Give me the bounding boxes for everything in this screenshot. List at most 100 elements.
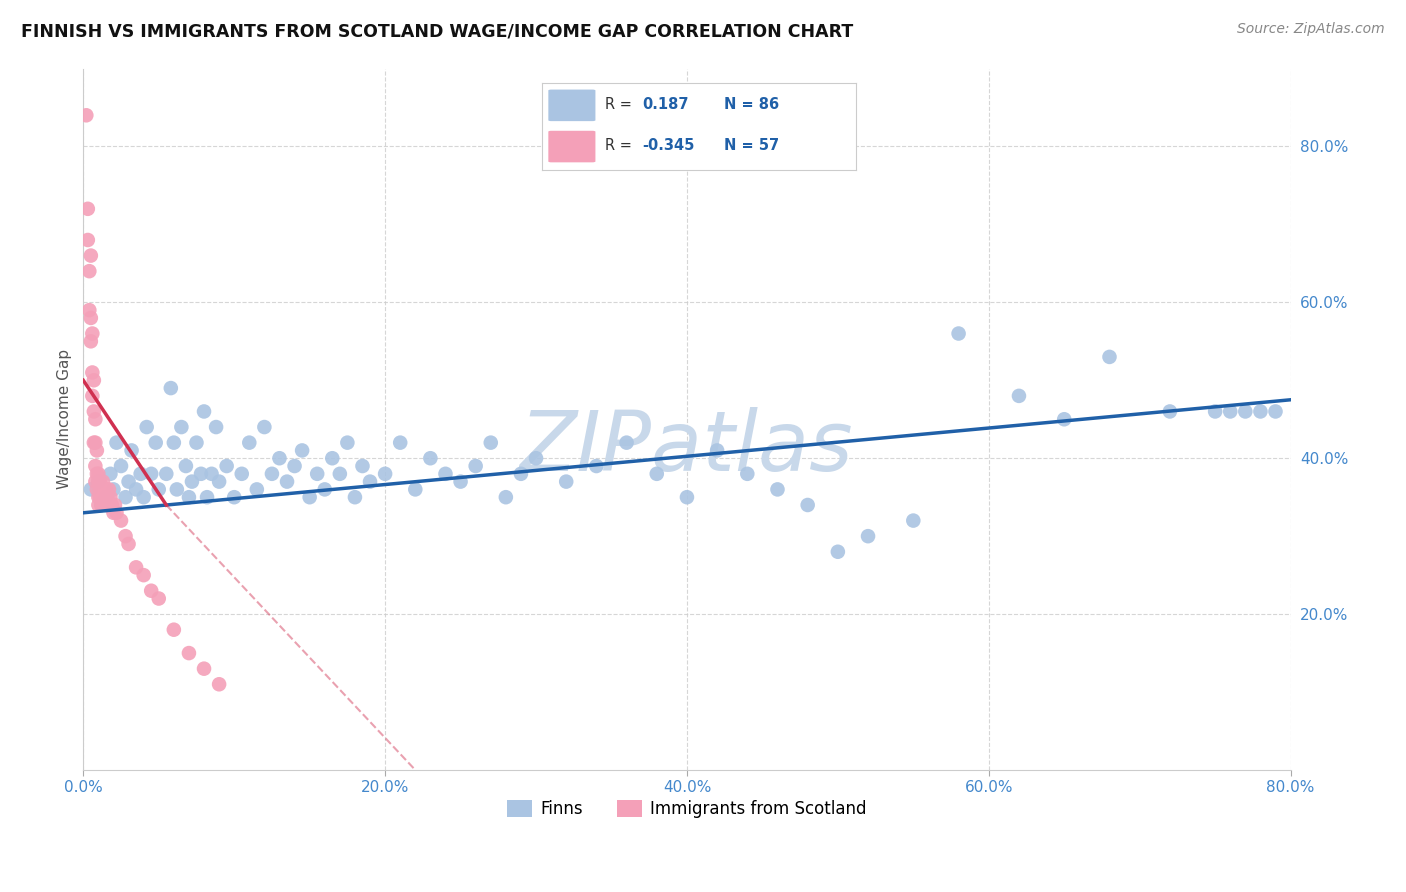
Point [132, 490, 155, 504]
Point [510, 467, 533, 481]
Point [84, 475, 107, 489]
Point [1008, 389, 1031, 403]
Point [215, 458, 238, 473]
Point [1053, 412, 1076, 426]
Point [706, 443, 728, 458]
Point [307, 467, 329, 481]
Point [79, 303, 101, 318]
Point [114, 529, 136, 543]
Point [524, 451, 547, 466]
Point [96, 490, 118, 504]
Point [766, 483, 789, 497]
Point [93, 483, 115, 497]
Point [676, 490, 699, 504]
Point [82, 326, 104, 341]
Point [903, 514, 925, 528]
Point [141, 467, 163, 481]
Point [84, 435, 107, 450]
Point [314, 483, 336, 497]
Point [76, 233, 98, 247]
Point [329, 467, 352, 481]
Point [737, 467, 759, 481]
Point [80, 310, 103, 325]
Point [193, 404, 215, 418]
Point [419, 451, 441, 466]
Legend: Finns, Immigrants from Scotland: Finns, Immigrants from Scotland [501, 793, 873, 825]
Point [101, 498, 124, 512]
Point [238, 435, 260, 450]
Point [90, 483, 112, 497]
Point [163, 435, 186, 450]
Point [260, 467, 283, 481]
Point [827, 545, 849, 559]
Point [86, 483, 108, 497]
Point [86, 467, 108, 481]
Point [174, 458, 197, 473]
Point [205, 420, 228, 434]
Point [148, 591, 170, 606]
Point [90, 498, 112, 512]
Point [148, 483, 170, 497]
Point [193, 662, 215, 676]
Point [103, 483, 125, 497]
Point [90, 490, 112, 504]
Point [1264, 404, 1286, 418]
Point [114, 490, 136, 504]
Point [97, 483, 120, 497]
Point [276, 475, 298, 489]
Point [434, 467, 457, 481]
Point [389, 435, 412, 450]
Point [298, 490, 321, 504]
Point [616, 435, 638, 450]
Point [87, 467, 110, 481]
Point [91, 490, 114, 504]
Point [479, 435, 502, 450]
Point [104, 498, 127, 512]
Point [224, 490, 246, 504]
Point [177, 646, 200, 660]
Point [91, 483, 114, 497]
Point [83, 404, 105, 418]
Point [103, 506, 125, 520]
Point [90, 498, 112, 512]
Point [352, 458, 374, 473]
Point [404, 483, 426, 497]
Point [163, 623, 186, 637]
Point [1159, 404, 1181, 418]
Point [76, 202, 98, 216]
Point [208, 677, 231, 691]
Point [75, 108, 97, 122]
Point [141, 583, 163, 598]
Point [121, 443, 143, 458]
Point [181, 475, 204, 489]
Point [1204, 404, 1226, 418]
Point [82, 366, 104, 380]
Point [89, 490, 111, 504]
Point [87, 475, 110, 489]
Point [374, 467, 396, 481]
Point [83, 435, 105, 450]
Point [100, 490, 122, 504]
Y-axis label: Wage/Income Gap: Wage/Income Gap [58, 349, 72, 490]
Point [93, 490, 115, 504]
Point [190, 467, 212, 481]
Point [464, 458, 486, 473]
Point [269, 451, 291, 466]
Point [166, 483, 188, 497]
Point [89, 475, 111, 489]
Point [585, 458, 607, 473]
Point [155, 467, 177, 481]
Point [79, 264, 101, 278]
Point [170, 420, 193, 434]
Point [1219, 404, 1241, 418]
Point [645, 467, 668, 481]
Point [231, 467, 253, 481]
Point [80, 249, 103, 263]
Point [796, 498, 818, 512]
Point [321, 451, 343, 466]
Point [96, 498, 118, 512]
Point [91, 475, 114, 489]
Point [84, 412, 107, 426]
Point [100, 467, 122, 481]
Point [132, 568, 155, 582]
